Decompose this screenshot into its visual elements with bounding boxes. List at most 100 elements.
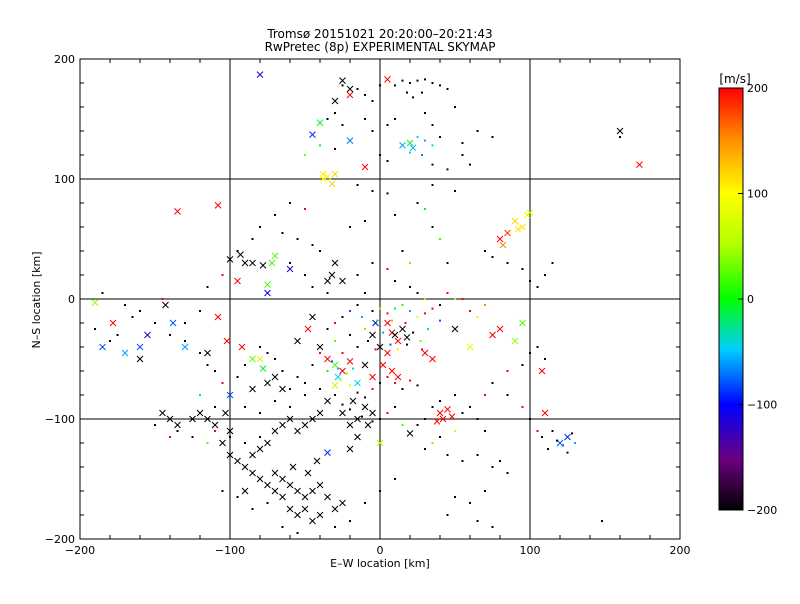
x-tick-label: −100 <box>215 544 245 557</box>
cross-point <box>264 289 271 297</box>
cross-point <box>384 349 391 357</box>
cross-point <box>388 367 396 375</box>
dot-point <box>364 292 366 294</box>
dot-point <box>446 168 449 171</box>
dot-point <box>454 190 456 192</box>
dot-point <box>386 124 389 126</box>
dot-point <box>341 352 344 354</box>
cross-point <box>264 481 271 489</box>
dot-point <box>506 472 509 474</box>
dot-point <box>319 352 321 354</box>
dot-point <box>401 304 404 306</box>
chart-title: Tromsø 20151021 20:20:00–20:21:43 <box>266 27 492 41</box>
dot-point <box>416 202 419 204</box>
cross-point <box>439 415 447 423</box>
dot-point <box>394 118 396 120</box>
dot-point <box>491 136 494 138</box>
dot-point <box>334 112 336 114</box>
dot-point <box>439 319 441 322</box>
x-tick-label: 200 <box>670 544 691 557</box>
cross-point <box>226 451 234 459</box>
cross-point <box>271 487 279 495</box>
x-tick-label: 100 <box>520 544 541 557</box>
dot-point <box>236 496 239 498</box>
dot-point <box>364 118 366 120</box>
colorbar-tick-label: 100 <box>747 188 768 201</box>
cross-point <box>259 365 267 372</box>
dot-point <box>356 274 359 276</box>
dot-point <box>394 84 396 87</box>
cross-point <box>301 505 309 513</box>
dot-point <box>476 418 479 420</box>
cross-point <box>316 511 324 519</box>
dot-point <box>259 436 261 438</box>
dot-point <box>484 490 486 492</box>
dot-point <box>401 79 404 82</box>
cross-point <box>279 475 286 483</box>
dot-point <box>416 79 419 82</box>
dot-point <box>446 292 449 294</box>
dot-point <box>394 478 396 480</box>
dot-point <box>221 382 224 384</box>
dot-point <box>379 307 381 310</box>
dot-point <box>364 220 366 222</box>
dot-point <box>296 532 299 534</box>
dot-point <box>386 312 389 315</box>
dot-point <box>311 286 314 288</box>
cross-point <box>223 337 231 345</box>
cross-point <box>309 517 316 525</box>
dot-point <box>124 304 126 306</box>
dot-point <box>386 192 389 195</box>
cross-point <box>391 331 399 339</box>
dot-point <box>379 418 381 420</box>
dot-point <box>469 406 471 408</box>
cross-point <box>328 180 336 188</box>
dot-point <box>536 430 539 432</box>
cross-point <box>451 325 459 333</box>
y-axis-label: N–S location [km] <box>30 251 43 348</box>
dot-point <box>556 439 558 442</box>
cross-point <box>346 421 354 429</box>
dot-point <box>319 388 321 390</box>
cross-point <box>346 358 354 365</box>
dot-point <box>379 490 381 492</box>
dot-point <box>367 340 369 342</box>
cross-point <box>519 223 526 231</box>
dot-point <box>484 304 486 306</box>
cross-point <box>309 487 316 495</box>
dot-point <box>506 262 509 264</box>
cross-point <box>444 406 451 413</box>
cross-point <box>304 325 312 333</box>
cross-point <box>268 259 276 267</box>
colorbar-ticks: −200 −100 0 100 200 <box>738 82 777 517</box>
dot-point <box>364 502 366 504</box>
dot-point <box>334 340 336 342</box>
cross-point <box>144 331 151 339</box>
dot-point <box>431 82 434 84</box>
dot-point <box>424 418 426 420</box>
dot-point <box>469 502 471 504</box>
cross-point <box>249 259 256 267</box>
dot-point <box>416 424 419 426</box>
dot-point <box>199 394 201 396</box>
dot-point <box>544 274 546 276</box>
dot-point <box>214 406 216 408</box>
dot-point <box>101 292 104 294</box>
dot-point <box>484 250 486 252</box>
cross-point <box>286 415 294 423</box>
data-points <box>91 71 643 534</box>
cross-point <box>162 301 169 309</box>
dot-point <box>476 316 479 318</box>
cross-point <box>361 361 369 369</box>
dot-point <box>424 448 426 450</box>
dot-point <box>169 334 171 336</box>
dot-point <box>304 394 306 396</box>
dot-point <box>476 520 479 522</box>
cross-point <box>301 421 309 429</box>
colorbar-tick-label: 200 <box>747 82 768 95</box>
dot-point <box>412 331 414 334</box>
dot-point <box>311 244 314 246</box>
dot-point <box>409 310 411 312</box>
dot-point <box>566 451 569 454</box>
